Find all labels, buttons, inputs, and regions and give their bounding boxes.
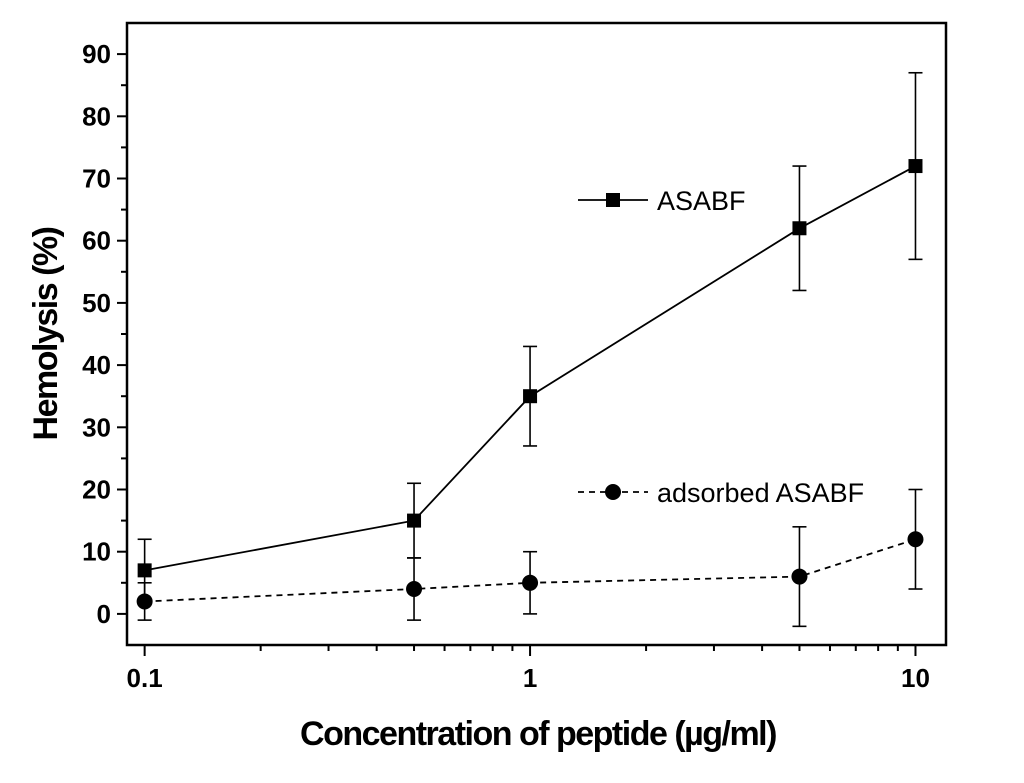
series-asabf xyxy=(137,71,923,603)
y-tick-label: 50 xyxy=(82,288,111,318)
data-point xyxy=(407,513,422,528)
data-point xyxy=(523,389,538,404)
x-tick-label: 10 xyxy=(901,663,930,693)
data-point xyxy=(136,593,153,610)
x-tick-label: 1 xyxy=(523,663,537,693)
legend: ASABF adsorbed ASABF xyxy=(578,186,864,508)
y-tick-label: 30 xyxy=(82,412,111,442)
ticks: 0 10 20 30 40 50 60 70 80 90 0.1 1 10 xyxy=(82,39,930,693)
data-point xyxy=(137,563,152,578)
data-point xyxy=(792,221,807,236)
y-tick-label: 70 xyxy=(82,164,111,194)
legend-label: adsorbed ASABF xyxy=(657,478,864,508)
y-tick-label: 80 xyxy=(82,101,111,131)
data-point xyxy=(791,568,808,585)
y-axis-title: Hemolysis (%) xyxy=(27,227,65,440)
data-point xyxy=(522,574,539,591)
y-tick-label: 0 xyxy=(97,599,111,629)
x-axis-title: Concentration of peptide (µg/ml) xyxy=(300,715,776,753)
series-adsorbed-asabf xyxy=(136,488,924,628)
data-point xyxy=(908,159,923,174)
y-tick-label: 20 xyxy=(82,475,111,505)
y-tick-label: 90 xyxy=(82,39,111,69)
legend-label: ASABF xyxy=(657,186,746,216)
data-point xyxy=(406,581,423,598)
series xyxy=(136,71,924,628)
y-tick-label: 40 xyxy=(82,350,111,380)
data-point xyxy=(907,531,924,548)
legend-entry: ASABF xyxy=(578,186,746,216)
legend-marker xyxy=(606,193,620,207)
y-tick-label: 10 xyxy=(82,537,111,567)
y-tick-label: 60 xyxy=(82,226,111,256)
legend-entry: adsorbed ASABF xyxy=(578,478,864,508)
legend-marker xyxy=(605,484,621,500)
x-tick-label: 0.1 xyxy=(127,663,163,693)
